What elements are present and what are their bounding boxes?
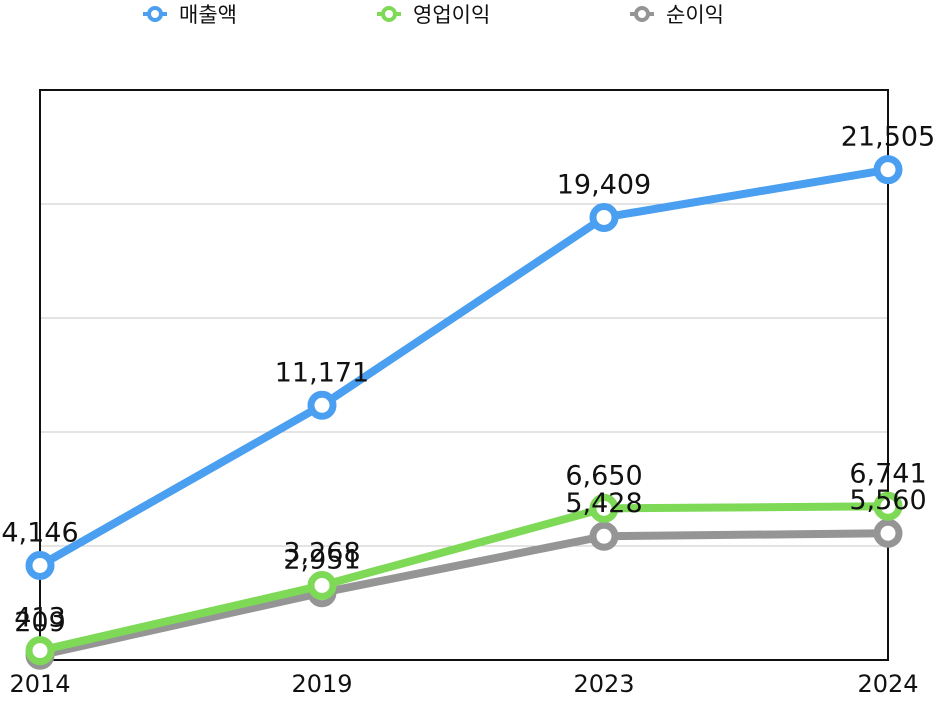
data-point bbox=[589, 493, 619, 523]
legend-swatch-marker bbox=[634, 6, 650, 22]
series-line bbox=[36, 502, 892, 655]
data-label: 209 bbox=[14, 607, 66, 638]
x-tick-label: 2024 bbox=[857, 670, 918, 698]
data-point bbox=[589, 202, 619, 232]
legend-item-2: 영업이익 bbox=[377, 3, 490, 27]
data-point bbox=[307, 390, 337, 420]
x-tick-label: 2023 bbox=[573, 670, 634, 698]
legend-swatch-marker bbox=[381, 6, 397, 22]
plot-frame bbox=[39, 89, 889, 661]
legend-swatch-marker bbox=[147, 6, 163, 22]
data-label: 5,560 bbox=[849, 485, 926, 516]
series-2 bbox=[25, 491, 903, 666]
data-label: 11,171 bbox=[275, 357, 369, 388]
data-point bbox=[873, 491, 903, 521]
legend-item-3: 순이익 bbox=[630, 3, 724, 27]
legend-label: 영업이익 bbox=[413, 3, 490, 27]
data-label: 2,951 bbox=[283, 545, 360, 576]
x-axis-ticks: 2014 2019 2023 2024 bbox=[9, 670, 918, 698]
data-point bbox=[25, 550, 55, 580]
data-label: 413 bbox=[14, 603, 66, 634]
series-layer: 4,146 11,171 19,409 21,505 413 3,268 6,650 6,74… bbox=[1, 122, 935, 670]
series-line bbox=[36, 165, 892, 570]
x-tick-label: 2014 bbox=[9, 670, 70, 698]
data-point bbox=[25, 636, 55, 666]
legend-item-1: 매출액 bbox=[143, 3, 237, 27]
data-point bbox=[589, 521, 619, 551]
data-label: 3,268 bbox=[283, 537, 360, 568]
data-label: 4,146 bbox=[1, 517, 78, 548]
legend-label: 순이익 bbox=[666, 3, 724, 27]
data-label: 6,650 bbox=[565, 460, 642, 491]
series-1 bbox=[25, 155, 903, 580]
legend-label: 매출액 bbox=[179, 3, 237, 27]
data-point bbox=[307, 570, 337, 600]
data-label: 21,505 bbox=[841, 122, 935, 153]
data-label: 5,428 bbox=[565, 488, 642, 519]
data-point bbox=[873, 155, 903, 185]
gridlines bbox=[40, 203, 888, 547]
data-label: 6,741 bbox=[849, 458, 926, 489]
series-line bbox=[36, 529, 892, 660]
x-tick-label: 2019 bbox=[291, 670, 352, 698]
legend: 매출액 영업이익 순이익 bbox=[143, 3, 724, 27]
data-label: 19,409 bbox=[557, 169, 651, 200]
data-point bbox=[873, 518, 903, 548]
